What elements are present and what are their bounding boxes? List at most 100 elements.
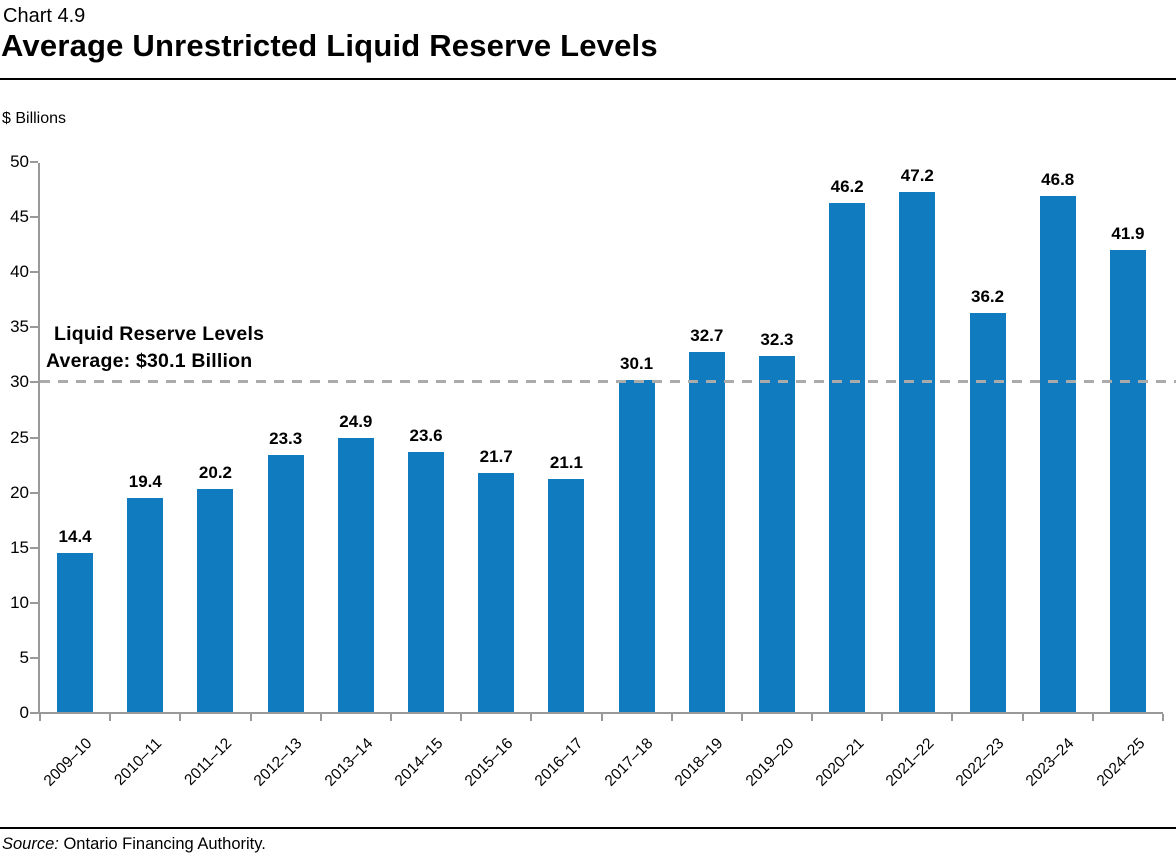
y-axis-tick-label: 25: [10, 427, 29, 447]
bar-value-label: 41.9: [1111, 224, 1145, 244]
bar: [618, 380, 655, 712]
x-axis-tick: [811, 714, 814, 721]
y-axis-tick-label: 40: [10, 262, 29, 282]
y-axis-tick: [30, 326, 38, 329]
y-axis-tick-label: 10: [10, 592, 29, 612]
y-axis-tick: [30, 436, 38, 439]
bar: [127, 498, 164, 712]
y-axis-tick: [30, 216, 38, 219]
bar: [337, 437, 374, 712]
x-axis-tick: [951, 714, 954, 721]
y-axis-tick: [30, 546, 38, 549]
bar: [1039, 196, 1076, 712]
x-axis-category-label: 2021–22: [882, 735, 938, 790]
y-axis-tick-label: 45: [10, 207, 29, 227]
source-note: Source: Ontario Financing Authority.: [2, 835, 266, 854]
y-axis-tick-label: 50: [10, 152, 29, 171]
bar: [688, 351, 725, 712]
x-axis-category-label: 2016–17: [531, 735, 587, 790]
bar: [57, 553, 94, 712]
average-dashed-line: [40, 380, 1176, 384]
y-axis-tick: [30, 601, 38, 604]
x-axis-line: [40, 712, 1163, 714]
bar: [829, 202, 866, 712]
y-axis-unit-label: $ Billions: [2, 110, 67, 127]
y-axis-tick: [30, 491, 38, 494]
x-axis-tick: [109, 714, 112, 721]
x-axis-category-label: 2022–23: [952, 735, 1008, 790]
x-axis-category-label: 2014–15: [391, 735, 447, 790]
bar-value-label: 23.6: [409, 425, 443, 445]
y-axis-tick-label: 20: [10, 482, 29, 502]
x-axis-tick: [249, 714, 252, 721]
x-axis-category-label: 2020–21: [812, 735, 868, 790]
page-title: Average Unrestricted Liquid Reserve Leve…: [1, 28, 658, 63]
x-axis-tick: [39, 714, 41, 721]
average-annotation-line2: Average: $30.1 Billion: [46, 350, 253, 372]
average-annotation: Liquid Reserve Levels Average: $30.1 Bil…: [46, 321, 264, 375]
x-axis-category-label: 2017–18: [601, 735, 657, 790]
y-axis-line: [38, 163, 40, 714]
y-axis-tick-label: 15: [10, 537, 29, 557]
bar: [408, 451, 445, 712]
source-text: Ontario Financing Authority.: [63, 835, 266, 853]
x-axis-category-label: 2012–13: [250, 735, 306, 790]
x-axis-category-label: 2011–12: [181, 735, 236, 789]
x-axis-tick: [389, 714, 392, 721]
x-axis-tick: [881, 714, 884, 721]
bar-value-label: 36.2: [970, 287, 1005, 307]
bar: [758, 356, 795, 712]
bar-value-label: 46.8: [1041, 170, 1075, 190]
bar: [197, 489, 234, 712]
x-axis-category-label: 2010–11: [111, 735, 166, 789]
x-axis-category-label: 2018–19: [672, 735, 727, 790]
title-divider: [0, 78, 1176, 80]
bar-value-label: 21.1: [549, 453, 583, 473]
average-annotation-line1: Liquid Reserve Levels: [54, 323, 265, 345]
x-axis-tick: [600, 714, 603, 721]
bar: [969, 313, 1006, 712]
x-axis-tick: [1021, 714, 1024, 721]
bar-value-label: 19.4: [128, 472, 162, 492]
bar: [899, 191, 936, 712]
bar-value-label: 21.7: [479, 446, 513, 466]
source-label: Source:: [2, 835, 59, 853]
x-axis-tick: [179, 714, 182, 721]
x-axis-tick: [670, 714, 673, 721]
y-axis-tick-label: 30: [10, 372, 29, 392]
x-axis-category-label: 2009–10: [40, 735, 96, 790]
y-axis-tick: [30, 656, 38, 659]
bar-value-label: 30.1: [620, 354, 654, 374]
x-axis-tick: [530, 714, 533, 721]
y-axis-tick-label: 35: [10, 317, 29, 337]
x-axis-tick: [460, 714, 463, 721]
chart-number: Chart 4.9: [3, 5, 86, 27]
y-axis-tick: [30, 712, 38, 714]
bar-value-label: 32.3: [760, 330, 794, 350]
x-axis-tick: [740, 714, 743, 721]
bar-value-label: 46.2: [830, 176, 864, 196]
y-axis-tick: [30, 271, 38, 274]
y-axis-tick-label: 5: [19, 647, 29, 667]
bar: [548, 479, 585, 712]
bar-value-label: 24.9: [339, 411, 373, 431]
bar-value-label: 14.4: [58, 527, 92, 547]
x-axis-tick: [1091, 714, 1094, 721]
bar-value-label: 23.3: [269, 429, 303, 449]
x-axis-category-label: 2024–25: [1093, 735, 1148, 790]
footer-divider: [0, 827, 1176, 829]
y-axis-tick-label: 0: [19, 703, 29, 722]
bar-value-label: 20.2: [198, 463, 233, 483]
x-axis-category-label: 2013–14: [321, 735, 376, 790]
x-axis-tick: [1162, 714, 1164, 721]
bar: [267, 455, 304, 712]
x-axis-tick: [319, 714, 322, 721]
bar-value-label: 47.2: [900, 165, 934, 185]
x-axis-category-label: 2019–20: [742, 735, 797, 790]
x-axis-category-label: 2015–16: [461, 735, 517, 790]
x-axis-category-label: 2023–24: [1023, 735, 1078, 790]
bar: [478, 472, 515, 712]
bar: [1109, 250, 1146, 712]
y-axis-tick: [30, 161, 38, 163]
